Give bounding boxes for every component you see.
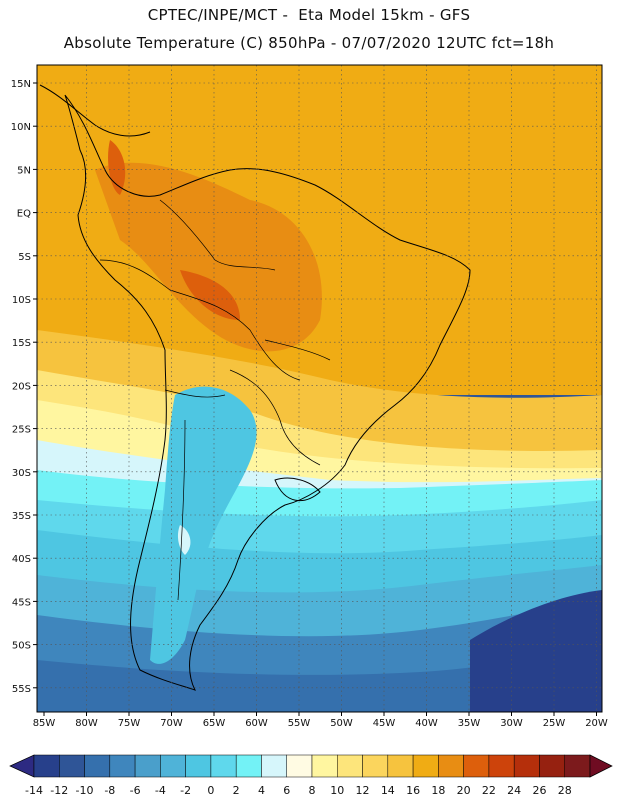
colorbar-swatch <box>513 754 540 778</box>
colorbar-swatch <box>311 754 338 778</box>
lat-label: 20S <box>12 381 31 392</box>
lat-label: 5S <box>18 252 31 263</box>
colorbar-label: 24 <box>507 784 521 797</box>
colorbar-label: 28 <box>558 784 572 797</box>
colorbar-swatch <box>235 754 262 778</box>
colorbar-label: 2 <box>233 784 240 797</box>
lon-label: 25W <box>543 718 566 729</box>
lat-label: 55S <box>12 684 31 695</box>
lon-label: 30W <box>500 718 523 729</box>
latitude-labels: 15N 10N 5N EQ 5S 10S 15S 20S 25S 30S 35S 40S 45S 50S 5… <box>11 79 37 695</box>
lat-label: 10S <box>12 295 31 306</box>
lat-label: 15N <box>11 79 31 90</box>
title-line-1: CPTEC/INPE/MCT - Eta Model 15km - GFS <box>147 6 471 24</box>
colorbar-label: -10 <box>76 784 94 797</box>
lat-label: EQ <box>17 209 31 220</box>
colorbar-label: 14 <box>381 784 395 797</box>
lat-label: 25S <box>12 425 31 436</box>
lon-label: 60W <box>245 718 268 729</box>
lat-label: 10N <box>11 122 31 133</box>
hot-interior <box>95 162 322 352</box>
country-borders <box>99 199 331 601</box>
colorbar-swatch <box>387 754 414 778</box>
lon-label: 45W <box>373 718 396 729</box>
colorbar-swatch <box>84 754 111 778</box>
lon-label: 70W <box>160 718 183 729</box>
colorbar-swatch <box>362 754 389 778</box>
lon-label: 85W <box>33 718 56 729</box>
colorbar-swatch <box>185 754 212 778</box>
colorbar-label: 12 <box>356 784 370 797</box>
lat-label: 30S <box>12 468 31 479</box>
colorbar-swatch <box>337 754 363 778</box>
colorbar-label: 6 <box>283 784 290 797</box>
lon-label: 50W <box>330 718 353 729</box>
colorbar-label: -4 <box>155 784 166 797</box>
lon-label: 80W <box>75 718 98 729</box>
lat-label: 50S <box>12 641 31 652</box>
colorbar-label: 18 <box>431 784 445 797</box>
colorbar-label: -14 <box>25 784 43 797</box>
colorbar-label: -8 <box>104 784 115 797</box>
colorbar-label: -2 <box>180 784 191 797</box>
colorbar-label: 0 <box>207 784 214 797</box>
colorbar-swatch <box>539 754 565 778</box>
lon-label: 75W <box>118 718 141 729</box>
colorbar-swatch <box>134 754 161 778</box>
colorbar-label: -6 <box>130 784 141 797</box>
colorbar-swatch <box>463 754 490 778</box>
lon-label: 55W <box>288 718 311 729</box>
colorbar-label: 22 <box>482 784 496 797</box>
colorbar: -14 -12 -10 -8 -6 -4 -2 0 2 4 6 8 10 12 14 16 18 20 22 24 26… <box>9 754 613 797</box>
title-line-2: Absolute Temperature (C) 850hPa - 07/07/… <box>63 34 555 52</box>
lat-label: 40S <box>12 554 31 565</box>
lat-label: 45S <box>12 597 31 608</box>
lat-label: 5N <box>17 165 31 176</box>
plot-frame <box>36 64 603 713</box>
cold-pool <box>470 590 602 712</box>
temperature-field <box>37 65 602 712</box>
colorbar-swatch <box>210 754 237 778</box>
colorbar-swatch <box>438 754 464 778</box>
colorbar-swatch <box>488 754 515 778</box>
lon-label: 20W <box>585 718 608 729</box>
colorbar-label: 10 <box>330 784 344 797</box>
colorbar-swatch <box>564 754 591 778</box>
longitude-labels: 85W 80W 75W 70W 65W 60W 55W 50W 45W 40W 35W 30W 25W 2… <box>33 712 608 729</box>
lat-label: 35S <box>12 511 31 522</box>
colorbar-swatch <box>261 754 287 778</box>
colorbar-label: 20 <box>457 784 471 797</box>
colorbar-label: 26 <box>532 784 546 797</box>
cold-land-wedge <box>150 386 257 664</box>
lon-label: 35W <box>458 718 481 729</box>
lon-label: 40W <box>415 718 438 729</box>
colorbar-under-arrow <box>9 754 35 778</box>
colorbar-over-arrow <box>589 754 613 778</box>
colorbar-label: 8 <box>309 784 316 797</box>
lat-label: 15S <box>12 338 31 349</box>
colorbar-swatch <box>160 754 186 778</box>
colorbar-label: 16 <box>406 784 420 797</box>
colorbar-swatch <box>412 754 439 778</box>
lon-label: 65W <box>203 718 226 729</box>
colorbar-swatch <box>59 754 85 778</box>
colorbar-swatch <box>109 754 136 778</box>
colorbar-label: -12 <box>50 784 68 797</box>
colorbar-label: 4 <box>258 784 265 797</box>
colorbar-swatch <box>286 754 313 778</box>
colorbar-swatch <box>33 754 60 778</box>
